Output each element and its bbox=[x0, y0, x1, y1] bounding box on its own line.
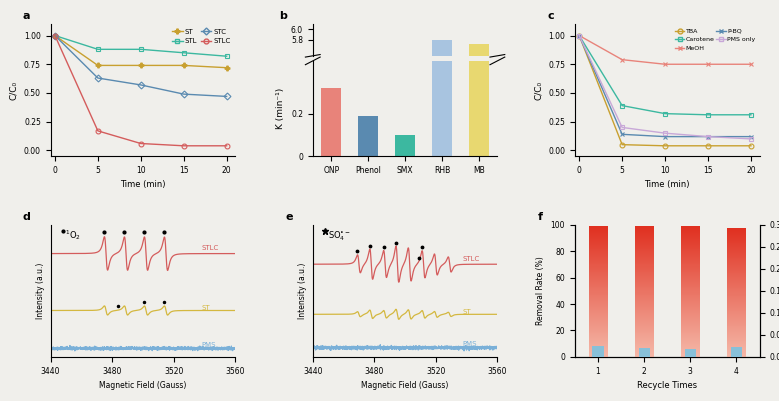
MeOH bbox=[661, 62, 670, 67]
Text: c: c bbox=[547, 11, 554, 21]
Bar bbox=[358, 337, 379, 347]
Bar bbox=[321, 330, 341, 347]
Line: P-BQ: P-BQ bbox=[576, 33, 753, 139]
PMS only bbox=[703, 134, 713, 139]
Line: STL: STL bbox=[52, 33, 229, 59]
STLC bbox=[179, 144, 189, 148]
Text: STLC: STLC bbox=[462, 256, 479, 262]
Carotene bbox=[575, 33, 584, 38]
TBA bbox=[618, 142, 627, 147]
Bar bbox=[469, 44, 489, 347]
Text: b: b bbox=[280, 11, 287, 21]
STLC bbox=[51, 33, 60, 38]
MeOH bbox=[746, 62, 756, 67]
MeOH bbox=[575, 33, 584, 38]
Bar bbox=[432, 41, 452, 347]
Line: STC: STC bbox=[52, 33, 229, 99]
Text: a: a bbox=[23, 11, 30, 21]
STL bbox=[179, 51, 189, 55]
STL bbox=[93, 47, 103, 52]
Legend: TBA, Carotene, MeOH, P-BQ, PMS only: TBA, Carotene, MeOH, P-BQ, PMS only bbox=[674, 27, 756, 52]
Carotene bbox=[618, 103, 627, 108]
P-BQ bbox=[661, 134, 670, 139]
ST bbox=[222, 65, 231, 70]
Line: STLC: STLC bbox=[52, 33, 229, 148]
ST bbox=[136, 63, 146, 68]
STL bbox=[222, 54, 231, 59]
Text: SO$_4^{\bullet-}$: SO$_4^{\bullet-}$ bbox=[327, 229, 351, 243]
X-axis label: Magnetic Field (Gauss): Magnetic Field (Gauss) bbox=[99, 381, 187, 390]
STC bbox=[136, 83, 146, 87]
Text: d: d bbox=[23, 212, 31, 221]
Bar bbox=[321, 88, 341, 156]
Line: MeOH: MeOH bbox=[576, 33, 753, 67]
Bar bbox=[432, 0, 452, 156]
Bar bbox=[593, 346, 604, 357]
Carotene bbox=[746, 112, 756, 117]
X-axis label: Magnetic Field (Gauss): Magnetic Field (Gauss) bbox=[361, 381, 449, 390]
Carotene bbox=[703, 112, 713, 117]
Line: PMS only: PMS only bbox=[576, 33, 753, 141]
Text: f: f bbox=[538, 212, 543, 221]
Text: $^1$O$_2$: $^1$O$_2$ bbox=[65, 228, 81, 241]
PMS only bbox=[575, 33, 584, 38]
X-axis label: Time (min): Time (min) bbox=[644, 180, 690, 189]
Bar bbox=[731, 347, 742, 357]
Line: Carotene: Carotene bbox=[576, 33, 753, 117]
Y-axis label: Removal Rate (%): Removal Rate (%) bbox=[536, 257, 545, 325]
STLC bbox=[93, 128, 103, 133]
Line: TBA: TBA bbox=[576, 33, 753, 148]
Text: PMS: PMS bbox=[202, 342, 216, 348]
PMS only bbox=[661, 131, 670, 136]
Line: ST: ST bbox=[52, 33, 229, 70]
ST bbox=[51, 33, 60, 38]
P-BQ bbox=[575, 33, 584, 38]
Text: PMS: PMS bbox=[462, 341, 477, 347]
STC bbox=[222, 94, 231, 99]
MeOH bbox=[703, 62, 713, 67]
STC bbox=[93, 76, 103, 81]
ST bbox=[93, 63, 103, 68]
Y-axis label: C/C₀: C/C₀ bbox=[534, 81, 543, 100]
TBA bbox=[746, 144, 756, 148]
Y-axis label: Intensity (a.u.): Intensity (a.u.) bbox=[36, 263, 45, 319]
Text: e: e bbox=[285, 212, 293, 221]
PMS only bbox=[746, 136, 756, 141]
Bar bbox=[395, 135, 415, 156]
Carotene bbox=[661, 111, 670, 116]
TBA bbox=[703, 144, 713, 148]
Bar bbox=[469, 0, 489, 156]
Text: ST: ST bbox=[202, 306, 210, 312]
Legend: ST, STL, STC, STLC: ST, STL, STC, STLC bbox=[171, 28, 232, 46]
X-axis label: Time (min): Time (min) bbox=[120, 180, 166, 189]
X-axis label: Recycle Times: Recycle Times bbox=[637, 381, 697, 390]
Bar bbox=[395, 342, 415, 347]
STLC bbox=[136, 141, 146, 146]
P-BQ bbox=[618, 132, 627, 137]
Text: ST: ST bbox=[462, 309, 471, 315]
STL bbox=[51, 33, 60, 38]
STC bbox=[179, 92, 189, 97]
Y-axis label: K (min⁻¹): K (min⁻¹) bbox=[277, 88, 285, 129]
Bar bbox=[685, 349, 696, 357]
P-BQ bbox=[703, 134, 713, 139]
P-BQ bbox=[746, 134, 756, 139]
STC bbox=[51, 33, 60, 38]
ST bbox=[179, 63, 189, 68]
MeOH bbox=[618, 57, 627, 62]
PMS only bbox=[618, 125, 627, 130]
Y-axis label: C/C₀: C/C₀ bbox=[9, 81, 19, 100]
Bar bbox=[358, 116, 379, 156]
Bar bbox=[639, 348, 650, 357]
Y-axis label: Intensity (a.u.): Intensity (a.u.) bbox=[298, 263, 307, 319]
STLC bbox=[222, 144, 231, 148]
Text: STLC: STLC bbox=[202, 245, 219, 251]
TBA bbox=[575, 33, 584, 38]
STL bbox=[136, 47, 146, 52]
TBA bbox=[661, 144, 670, 148]
